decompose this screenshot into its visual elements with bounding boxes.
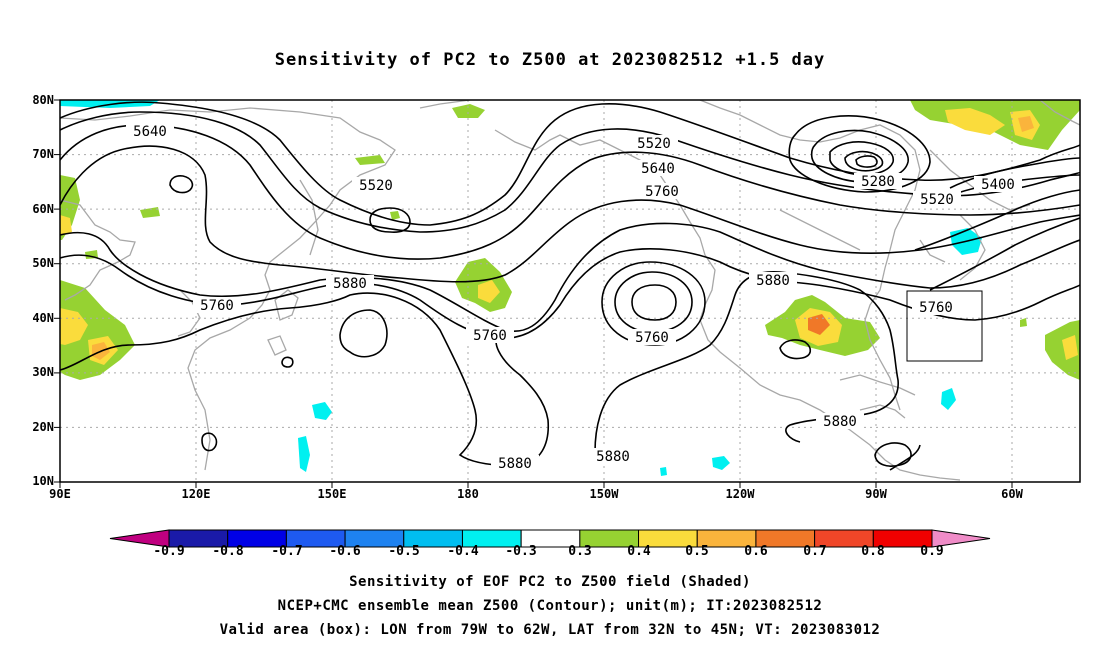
map-grid: [60, 100, 1080, 482]
lon-label: 90E: [49, 487, 71, 501]
contour-labels: 5640 5520 5880 5760 5760 5520 5640 5760 …: [126, 123, 1022, 472]
shade-yellow: [945, 108, 1005, 135]
svg-text:5880: 5880: [596, 449, 630, 465]
contour-label: 5880: [749, 272, 797, 289]
caption-line-1: Sensitivity of EOF PC2 to Z500 field (Sh…: [349, 574, 751, 590]
svg-text:5760: 5760: [645, 184, 679, 200]
lat-label: 30N: [32, 365, 54, 379]
shade-green: [60, 280, 135, 380]
shade-cyan: [298, 436, 310, 472]
svg-text:5280: 5280: [861, 174, 895, 190]
svg-text:5880: 5880: [333, 276, 367, 292]
shade-cyan: [712, 456, 730, 470]
colorbar-label: 0.7: [803, 544, 827, 559]
shade-cyan: [660, 467, 667, 476]
shade-yellow: [60, 308, 88, 345]
colorbar: [109, 529, 991, 548]
lat-label: 10N: [32, 474, 54, 488]
colorbar-label: -0.9: [153, 544, 185, 559]
contour-label: 5760: [466, 327, 514, 344]
colorbar-label: -0.7: [271, 544, 303, 559]
tick-marks: [54, 99, 1013, 488]
shade-orange: [1018, 116, 1034, 132]
svg-text:5760: 5760: [473, 328, 507, 344]
contour-label: 5640: [126, 123, 174, 140]
shade-green: [1045, 320, 1080, 380]
shade-yellow: [478, 280, 500, 303]
shade-yellow: [60, 215, 72, 236]
shade-cyan: [312, 402, 332, 420]
svg-text:5520: 5520: [637, 136, 671, 152]
plot-frame: [59, 99, 1081, 483]
svg-text:5400: 5400: [981, 177, 1015, 193]
figure-title: Sensitivity of PC2 to Z500 at 2023082512…: [274, 50, 826, 70]
svg-text:5640: 5640: [641, 161, 675, 177]
svg-text:5880: 5880: [823, 414, 857, 430]
contour-label: 5640: [634, 160, 682, 177]
lon-label: 150E: [317, 487, 347, 501]
shaded-sensitivity: [60, 100, 1080, 476]
lon-label: 60W: [1001, 487, 1023, 501]
contour-label: 5400: [974, 176, 1022, 193]
svg-text:5880: 5880: [498, 456, 532, 472]
colorbar-label: -0.3: [505, 544, 537, 559]
contour-label: 5280: [854, 173, 902, 190]
shade-green: [355, 155, 385, 165]
lat-label: 60N: [32, 202, 54, 216]
colorbar-label: -0.6: [329, 544, 361, 559]
lat-label: 80N: [32, 93, 54, 107]
colorbar-label: 0.5: [685, 544, 709, 559]
svg-text:5880: 5880: [756, 273, 790, 289]
contour-label: 5760: [638, 183, 686, 200]
shade-green: [390, 211, 400, 220]
svg-text:5760: 5760: [635, 330, 669, 346]
colorbar-label: -0.4: [447, 544, 479, 559]
z500-contours: [60, 101, 1080, 471]
contour-label: 5880: [491, 455, 539, 472]
colorbar-label: 0.3: [568, 544, 592, 559]
svg-text:5520: 5520: [920, 192, 954, 208]
shade-orange: [808, 314, 830, 335]
lat-label: 20N: [32, 420, 54, 434]
contour-label: 5880: [326, 275, 374, 292]
colorbar-label: -0.8: [212, 544, 244, 559]
colorbar-arrow-high: [931, 529, 991, 548]
svg-text:5760: 5760: [200, 298, 234, 314]
colorbar-label: -0.5: [388, 544, 420, 559]
shade-green: [452, 104, 485, 118]
svg-text:5760: 5760: [919, 300, 953, 316]
contour-label: 5520: [352, 177, 400, 194]
contour-label: 5760: [628, 329, 676, 346]
lon-label: 90W: [865, 487, 887, 501]
shade-green: [140, 207, 160, 218]
lon-label: 120E: [181, 487, 211, 501]
lat-label: 50N: [32, 256, 54, 270]
colorbar-label: 0.8: [861, 544, 885, 559]
caption-line-2: NCEP+CMC ensemble mean Z500 (Contour); u…: [277, 598, 823, 614]
colorbar-label: 0.4: [627, 544, 651, 559]
contour-label: 5880: [589, 448, 637, 465]
colorbar-label: 0.6: [744, 544, 768, 559]
valid-area-box: [906, 290, 983, 362]
caption-line-3: Valid area (box): LON from 79W to 62W, L…: [219, 622, 881, 638]
contour-label: 5760: [193, 297, 241, 314]
svg-text:5520: 5520: [359, 178, 393, 194]
lon-label: 180: [457, 487, 479, 501]
shade-yellow: [1062, 335, 1078, 360]
contour-label: 5760: [912, 299, 960, 316]
shade-cyan: [941, 388, 956, 410]
shade-green: [1020, 318, 1027, 327]
contour-label: 5520: [630, 135, 678, 152]
svg-text:5640: 5640: [133, 124, 167, 140]
lon-label: 120W: [725, 487, 755, 501]
lat-label: 40N: [32, 311, 54, 325]
lat-label: 70N: [32, 147, 54, 161]
contour-label: 5880: [816, 413, 864, 430]
colorbar-label: 0.9: [920, 544, 944, 559]
contour-label: 5520: [913, 191, 961, 208]
lon-label: 150W: [589, 487, 619, 501]
